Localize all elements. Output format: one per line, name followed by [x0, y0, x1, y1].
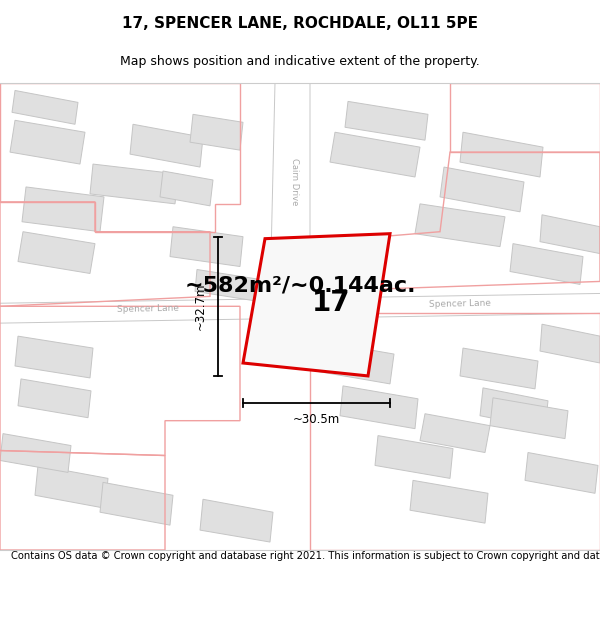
- Text: Spencer Lane: Spencer Lane: [117, 304, 179, 314]
- Text: ~582m²/~0.144ac.: ~582m²/~0.144ac.: [184, 276, 416, 296]
- Polygon shape: [170, 227, 243, 266]
- Polygon shape: [540, 215, 600, 254]
- Polygon shape: [200, 499, 273, 542]
- Polygon shape: [195, 269, 260, 301]
- Polygon shape: [270, 82, 310, 303]
- Polygon shape: [10, 120, 85, 164]
- Text: Cairn Drive: Cairn Drive: [290, 158, 299, 206]
- Text: 17, SPENCER LANE, ROCHDALE, OL11 5PE: 17, SPENCER LANE, ROCHDALE, OL11 5PE: [122, 16, 478, 31]
- Polygon shape: [460, 348, 538, 389]
- Polygon shape: [440, 167, 524, 212]
- Polygon shape: [540, 324, 600, 363]
- Polygon shape: [18, 232, 95, 274]
- Polygon shape: [18, 379, 91, 418]
- Polygon shape: [0, 293, 600, 323]
- Polygon shape: [410, 481, 488, 523]
- Polygon shape: [460, 132, 543, 177]
- Polygon shape: [345, 101, 428, 140]
- Polygon shape: [190, 114, 243, 150]
- Polygon shape: [315, 341, 394, 384]
- Polygon shape: [525, 452, 598, 493]
- Polygon shape: [243, 234, 390, 376]
- Polygon shape: [90, 164, 178, 204]
- Polygon shape: [130, 124, 203, 167]
- Polygon shape: [340, 386, 418, 429]
- Text: Map shows position and indicative extent of the property.: Map shows position and indicative extent…: [120, 56, 480, 68]
- Text: Spencer Lane: Spencer Lane: [429, 299, 491, 309]
- Polygon shape: [22, 187, 104, 232]
- Polygon shape: [15, 336, 93, 378]
- Text: ~32.7m: ~32.7m: [193, 282, 206, 330]
- Text: 17: 17: [312, 289, 351, 317]
- Text: ~30.5m: ~30.5m: [293, 413, 340, 426]
- Polygon shape: [160, 171, 213, 206]
- Polygon shape: [330, 132, 420, 177]
- Polygon shape: [35, 466, 108, 508]
- Polygon shape: [490, 398, 568, 439]
- Polygon shape: [375, 436, 453, 478]
- Polygon shape: [510, 244, 583, 284]
- Polygon shape: [420, 414, 490, 452]
- Polygon shape: [0, 434, 71, 472]
- Polygon shape: [12, 91, 78, 124]
- Polygon shape: [100, 482, 173, 525]
- Polygon shape: [480, 388, 548, 429]
- Polygon shape: [415, 204, 505, 247]
- Text: Contains OS data © Crown copyright and database right 2021. This information is : Contains OS data © Crown copyright and d…: [11, 551, 600, 561]
